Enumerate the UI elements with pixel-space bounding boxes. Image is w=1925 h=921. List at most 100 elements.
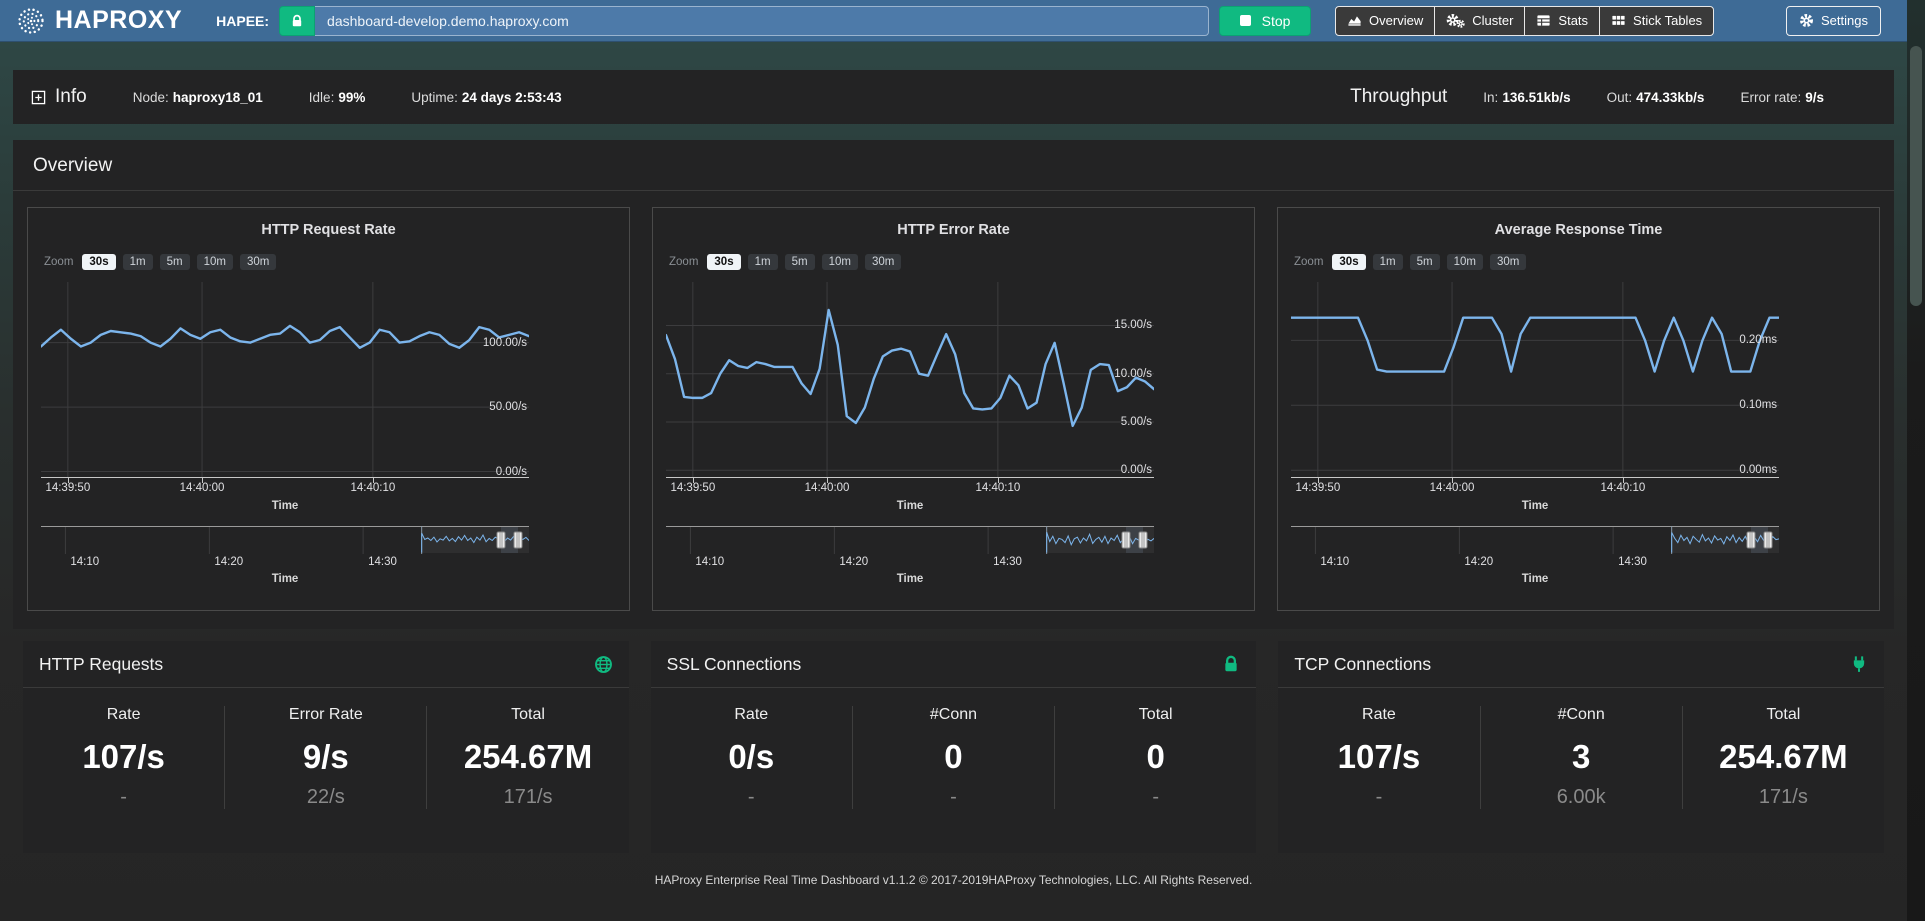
navigator-tick-label: 14:20 — [1464, 556, 1494, 568]
url-group — [279, 5, 1210, 36]
http-requests-card: HTTP Requests Rate 107/s - — [23, 641, 629, 853]
navigator-tick-label: 14:30 — [993, 556, 1022, 568]
chart-plot[interactable]: 100.00/s 50.00/s 0.00/s — [41, 282, 529, 478]
zoom-label: Zoom — [1294, 256, 1324, 268]
stat-column-total: Total 0 - — [1054, 706, 1256, 809]
stat-column-rate: Rate 0/s - — [728, 706, 775, 808]
chart-plot[interactable]: 15.00/s 10.00/s 5.00/s 0.00/s — [666, 282, 1154, 478]
chart-navigator[interactable] — [41, 526, 530, 554]
navigator-left-handle[interactable] — [1121, 531, 1131, 549]
plug-icon — [1850, 655, 1868, 673]
node-field: Node: haproxy18_01 — [132, 89, 263, 105]
x-tick-label: 14:40:10 — [1600, 482, 1646, 494]
settings-button[interactable]: Settings — [1786, 5, 1881, 36]
throughput-in-field: In: 136.51kb/s — [1483, 89, 1571, 105]
navigator-tick-label: 14:10 — [70, 556, 100, 568]
info-toggle[interactable]: Info — [31, 86, 87, 108]
overview-button[interactable]: Overview — [1335, 5, 1436, 36]
navigator-right-handle[interactable] — [513, 531, 523, 549]
zoom-option-5m[interactable]: 5m — [784, 254, 815, 270]
stick-tables-button[interactable]: Stick Tables — [1599, 5, 1715, 36]
scrollbar[interactable] — [1907, 0, 1925, 921]
navigator-svg — [666, 526, 1155, 554]
zoom-option-5m[interactable]: 5m — [1409, 254, 1440, 270]
zoom-option-30m[interactable]: 30m — [239, 254, 277, 270]
navigator-tick-label: 14:30 — [368, 556, 397, 568]
chart-card-http-error-rate: HTTP Error Rate Zoom 30s 1m 5m 10m 30m 15.00/… — [652, 207, 1255, 611]
x-tick-label: 14:40:00 — [1429, 482, 1475, 494]
navigator-tick-label: 14:30 — [1618, 556, 1647, 568]
settings-button-label: Settings — [1821, 13, 1868, 28]
zoom-option-10m[interactable]: 10m — [1446, 254, 1483, 270]
navigator-svg — [1291, 526, 1780, 554]
zoom-option-5m[interactable]: 5m — [159, 254, 190, 270]
stat-column-rate: Rate 107/s - — [1337, 706, 1421, 808]
zoom-option-1m[interactable]: 1m — [747, 254, 778, 270]
cluster-button[interactable]: Cluster — [1434, 5, 1526, 36]
navigator-left-handle[interactable] — [496, 531, 506, 549]
zoom-option-30s[interactable]: 30s — [82, 254, 116, 270]
x-axis-labels: 14:39:50 14:40:00 14:40:10 — [666, 478, 1154, 497]
zoom-option-30m[interactable]: 30m — [1489, 254, 1527, 270]
navigator-labels: 14:10 14:20 14:30 — [41, 554, 529, 570]
chart-plot-svg — [41, 282, 529, 478]
stat-column-total: Total 254.67M 171/s — [426, 706, 628, 809]
zoom-option-1m[interactable]: 1m — [122, 254, 153, 270]
ssl-connections-card: SSL Connections Rate 0/s - #Conn 0 — [650, 641, 1257, 853]
url-lock-button[interactable] — [279, 5, 316, 36]
zoom-option-10m[interactable]: 10m — [821, 254, 858, 270]
x-axis-title: Time — [896, 500, 924, 512]
overview-panel: Overview HTTP Request Rate Zoom 30s 1m 5m 10… — [13, 140, 1894, 629]
zoom-option-30s[interactable]: 30s — [707, 254, 741, 270]
haproxy-logo-icon — [16, 6, 46, 36]
chart-navigator[interactable] — [666, 526, 1155, 554]
navigator-tick-label: 14:20 — [214, 556, 244, 568]
navigator-right-handle[interactable] — [1763, 531, 1773, 549]
chart-plot[interactable]: 0.20ms 0.10ms 0.00ms — [1291, 282, 1779, 478]
url-input[interactable] — [315, 5, 1210, 36]
scrollbar-thumb[interactable] — [1910, 46, 1922, 306]
navigator-svg — [41, 526, 530, 554]
x-axis-title: Time — [1521, 500, 1549, 512]
x-axis-labels: 14:39:50 14:40:00 14:40:10 — [1291, 478, 1779, 497]
chart-plot-svg — [666, 282, 1154, 478]
tcp-connections-card: TCP Connections Rate 107/s - #Conn — [1278, 641, 1884, 853]
table-cells-icon — [1611, 13, 1626, 28]
logo-text: HAPROXY — [55, 6, 183, 34]
zoom-option-10m[interactable]: 10m — [196, 254, 233, 270]
table-icon — [1536, 13, 1551, 28]
stop-button[interactable]: Stop — [1219, 5, 1312, 36]
navigator-tick-label: 14:10 — [1320, 556, 1350, 568]
stat-column-rate: Rate 107/s - — [82, 706, 165, 808]
chart-navigator[interactable] — [1291, 526, 1780, 554]
stop-button-label: Stop — [1261, 12, 1291, 29]
chart-area-icon — [1347, 13, 1362, 28]
card-title: HTTP Requests — [39, 653, 164, 674]
stick-tables-button-label: Stick Tables — [1633, 13, 1703, 28]
lock-icon — [290, 14, 304, 28]
x-axis-title: Time — [271, 500, 299, 512]
zoom-option-30s[interactable]: 30s — [1332, 254, 1366, 270]
zoom-option-30m[interactable]: 30m — [864, 254, 902, 270]
navigator-x-title: Time — [896, 573, 924, 585]
card-title: TCP Connections — [1294, 653, 1432, 674]
zoom-row: Zoom 30s 1m 5m 10m 30m — [669, 254, 1244, 270]
zoom-label: Zoom — [44, 256, 74, 268]
navbar: HAPROXY HAPEE: Stop Overview — [0, 0, 1907, 42]
x-tick-label: 14:39:50 — [1295, 482, 1341, 494]
throughput-title: Throughput — [1350, 86, 1448, 107]
navigator-left-handle[interactable] — [1746, 531, 1756, 549]
navigator-x-title: Time — [271, 573, 299, 585]
stat-column-conn: #Conn 3 6.00k — [1479, 706, 1682, 809]
x-tick-label: 14:40:00 — [179, 482, 225, 494]
stats-button[interactable]: Stats — [1524, 5, 1601, 36]
lock-icon — [1222, 655, 1240, 673]
x-tick-label: 14:39:50 — [45, 482, 91, 494]
zoom-row: Zoom 30s 1m 5m 10m 30m — [44, 254, 619, 270]
zoom-option-1m[interactable]: 1m — [1372, 254, 1403, 270]
uptime-field: Uptime: 24 days 2:53:43 — [411, 89, 562, 105]
gear-icon — [1799, 13, 1814, 28]
navigator-right-handle[interactable] — [1138, 531, 1148, 549]
x-tick-label: 14:39:50 — [670, 482, 716, 494]
x-tick-label: 14:40:00 — [804, 482, 850, 494]
